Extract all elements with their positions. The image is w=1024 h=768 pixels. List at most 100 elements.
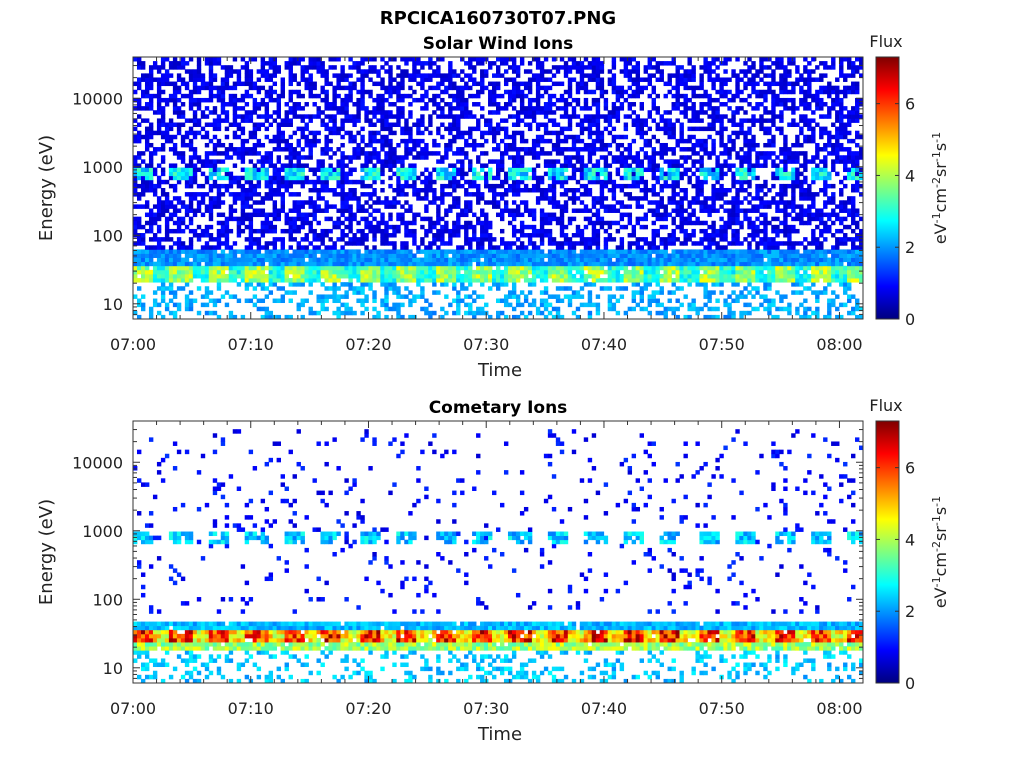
- heatmap-cell: [152, 265, 158, 271]
- heatmap-cell: [464, 237, 469, 242]
- heatmap-cell: [244, 102, 250, 107]
- heatmap-cell: [188, 93, 194, 99]
- heatmap-cell: [212, 261, 218, 267]
- heatmap-cell: [448, 302, 453, 308]
- heatmap-cell: [555, 200, 561, 205]
- heatmap-cell: [647, 142, 652, 148]
- heatmap-cell: [300, 224, 305, 230]
- heatmap-cell: [635, 93, 641, 99]
- heatmap-cell: [340, 155, 345, 160]
- heatmap-cell: [204, 273, 210, 279]
- heatmap-cell: [256, 175, 262, 181]
- heatmap-cell: [595, 257, 601, 263]
- heatmap-cell: [388, 204, 393, 209]
- heatmap-cell: [348, 220, 353, 226]
- heatmap-cell: [627, 212, 633, 218]
- heatmap-cell: [484, 212, 489, 218]
- heatmap-cell: [591, 204, 597, 209]
- heatmap-cell: [587, 257, 593, 263]
- heatmap-cell: [244, 224, 250, 230]
- heatmap-cell: [308, 151, 313, 156]
- heatmap-cell: [324, 171, 329, 177]
- heatmap-cell: [304, 142, 309, 148]
- heatmap-cell: [396, 106, 401, 111]
- heatmap-cell: [216, 93, 222, 99]
- heatmap-cell: [384, 306, 389, 312]
- heatmap-cell: [412, 216, 417, 222]
- heatmap-cell: [248, 110, 254, 115]
- heatmap-cell: [160, 237, 166, 242]
- heatmap-cell: [400, 69, 405, 74]
- heatmap-cell: [284, 220, 289, 226]
- heatmap-cell: [583, 204, 589, 209]
- heatmap-cell: [300, 278, 305, 283]
- heatmap-cell: [551, 261, 557, 267]
- heatmap-cell: [567, 134, 573, 140]
- heatmap-cell: [659, 200, 664, 205]
- heatmap-cell: [424, 310, 429, 316]
- heatmap-cell: [368, 122, 373, 127]
- heatmap-cell: [252, 151, 258, 156]
- heatmap-cell: [356, 69, 361, 74]
- heatmap-cell: [212, 298, 218, 304]
- heatmap-cell: [424, 147, 429, 152]
- heatmap-cell: [392, 77, 397, 82]
- heatmap-cell: [232, 192, 238, 197]
- heatmap-cell: [336, 147, 341, 152]
- heatmap-cell: [424, 106, 429, 111]
- heatmap-cell: [232, 102, 238, 107]
- heatmap-cell: [527, 224, 533, 230]
- heatmap-cell: [280, 245, 285, 250]
- heatmap-cell: [408, 102, 413, 107]
- heatmap-cell: [468, 245, 473, 250]
- heatmap-cell: [264, 216, 270, 222]
- heatmap-cell: [619, 204, 625, 209]
- heatmap-cell: [496, 110, 501, 115]
- heatmap-cell: [388, 65, 393, 70]
- heatmap-cell: [248, 282, 254, 287]
- heatmap-cell: [296, 257, 301, 263]
- heatmap-cell: [635, 216, 641, 222]
- heatmap-cell: [188, 171, 194, 177]
- heatmap-cell: [468, 224, 473, 230]
- heatmap-cell: [156, 245, 162, 250]
- heatmap-cell: [340, 188, 345, 193]
- heatmap-cell: [280, 175, 285, 181]
- heatmap-cell: [236, 114, 242, 119]
- heatmap-cell: [488, 167, 493, 173]
- heatmap-cell: [559, 245, 565, 250]
- heatmap-cell: [603, 253, 609, 258]
- heatmap-cell: [464, 228, 469, 234]
- heatmap-cell: [539, 265, 545, 271]
- heatmap-cell: [232, 147, 238, 152]
- heatmap-cell: [320, 171, 325, 177]
- heatmap-cell: [260, 314, 266, 320]
- heatmap-cell: [336, 249, 341, 254]
- heatmap-cell: [595, 102, 601, 107]
- heatmap-cell: [276, 97, 281, 103]
- heatmap-cell: [172, 302, 178, 308]
- heatmap-cell: [232, 97, 238, 103]
- heatmap-cell: [496, 130, 501, 136]
- heatmap-cell: [348, 212, 353, 218]
- heatmap-cell: [328, 257, 333, 263]
- heatmap-cell: [328, 130, 333, 136]
- heatmap-cell: [428, 65, 433, 70]
- heatmap-cell: [388, 114, 393, 119]
- heatmap-cell: [515, 302, 521, 308]
- heatmap-cell: [384, 89, 389, 95]
- heatmap-cell: [543, 192, 549, 197]
- heatmap-cell: [360, 286, 365, 291]
- heatmap-cell: [228, 171, 234, 177]
- heatmap-cell: [196, 118, 202, 123]
- heatmap-cell: [144, 147, 150, 152]
- heatmap-cell: [332, 257, 337, 263]
- heatmap-cell: [232, 163, 238, 168]
- heatmap-cell: [276, 93, 281, 99]
- heatmap-cell: [643, 224, 648, 230]
- heatmap-cell: [216, 233, 222, 238]
- heatmap-cell: [535, 196, 541, 201]
- heatmap-cell: [515, 249, 521, 254]
- heatmap-cell: [276, 257, 281, 263]
- heatmap-cell: [428, 220, 433, 226]
